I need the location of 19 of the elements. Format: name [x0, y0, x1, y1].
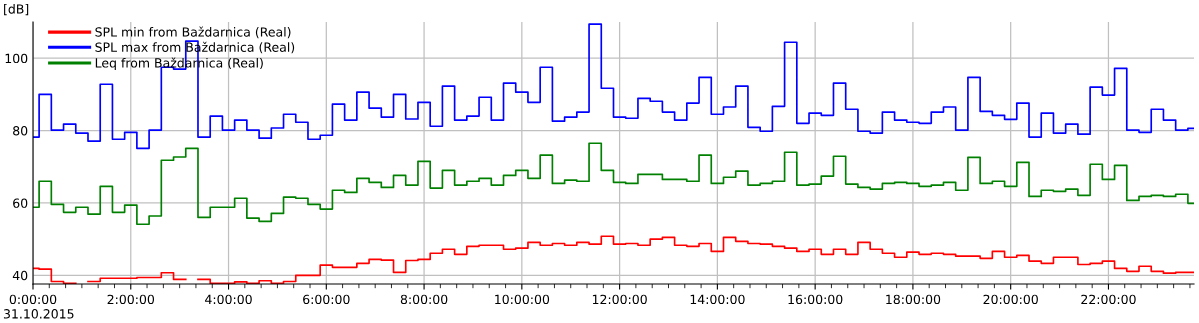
x-tick-label: 22:00:00: [1081, 294, 1136, 305]
y-tick-label: 40: [12, 270, 28, 281]
x-tick-label: 8:00:00: [400, 294, 448, 305]
x-tick-label: 0:00:00: [9, 294, 57, 305]
text: 31.10.2015: [3, 309, 74, 319]
x-tick-label: 18:00:00: [886, 294, 941, 305]
x-tick-label: 12:00:00: [592, 294, 647, 305]
y-axis-title: [dB]: [4, 4, 29, 16]
x-tick-label: 10:00:00: [495, 294, 550, 305]
x-tick-label: 20:00:00: [983, 294, 1038, 305]
x-tick-label: 6:00:00: [303, 294, 350, 305]
x-tick-label: 14:00:00: [690, 294, 745, 305]
x-tick-label: 4:00:00: [205, 294, 252, 305]
legend-label: SPL min from Baždarnica (Real): [95, 26, 291, 39]
y-tick-label: 80: [13, 126, 28, 136]
x-tick-label: 16:00:00: [788, 294, 843, 305]
y-tick-label: 60: [13, 198, 28, 208]
y-tick-label: 100: [5, 53, 28, 64]
x-tick-label: 2:00:00: [107, 294, 155, 305]
